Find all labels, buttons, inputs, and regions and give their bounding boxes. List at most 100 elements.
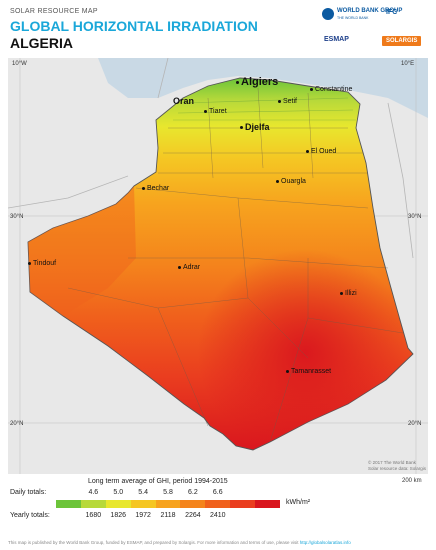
city-ouargla: Ouargla [276,178,306,185]
graticule [8,58,428,474]
credit-line-2: Solar resource data: Solargis [368,466,427,471]
esmap-logo: ESMAP [324,36,349,43]
city-tiaret: Tiaret [204,108,227,115]
legend-swatch [255,500,281,508]
city-marker-icon [310,87,313,91]
city-label: Ouargla [281,178,306,185]
city-tindouf: Tindouf [28,260,56,267]
legend-swatch [105,500,132,508]
legend-yearly-value: 2118 [160,512,176,519]
city-tamanrasset: Tamanrasset [286,368,331,375]
world-bank-group-text: WORLD BANK GROUP [337,8,403,14]
legend: Long term average of GHI, period 1994-20… [8,478,428,538]
tick-lat30-right: 30°N [408,214,422,220]
city-marker-icon [306,149,309,153]
legend-yearly-value: 2264 [185,512,201,519]
map-area: 10°W 10°E 30°N 30°N 20°N 20°N Algiers Or… [8,58,428,474]
tick-lat30-left: 30°N [10,214,24,220]
city-label: Oran [173,96,195,106]
globe-icon [322,8,334,20]
legend-swatch [230,500,256,508]
city-marker-icon [278,99,281,103]
city-label: Tiaret [209,108,227,115]
ifc-text: IFC [386,9,398,16]
credit-line-1: © 2017 The World Bank [368,460,416,465]
sea [98,58,428,118]
city-label: El Oued [311,148,337,155]
legend-swatch [56,500,82,508]
legend-swatch [180,500,206,508]
legend-daily-value: 4.6 [88,489,99,496]
hot-zone [28,78,413,450]
footer: This map is published by the World Bank … [8,540,428,545]
map-kicker: SOLAR RESOURCE MAP [10,8,98,15]
city-constantine: Constantine [310,86,352,93]
relief [173,97,356,121]
map-svg [8,58,428,474]
city-oran: Oran [173,96,194,106]
city-label: Tamanrasset [291,368,332,375]
city-bechar: Bechar [142,185,169,192]
city-marker-icon [28,261,31,265]
city-algiers: Algiers [236,76,278,88]
world-bank-logo: WORLD BANK GROUP THE WORLD BANK [322,6,402,28]
city-el-oued: El Oued [306,148,336,155]
tick-lat20-left: 20°N [10,421,24,427]
footer-text: This map is published by the World Bank … [8,540,299,545]
province-borders [67,87,404,443]
city-label: Algiers [241,76,279,88]
city-marker-icon [142,186,145,190]
west-band [28,186,136,316]
legend-daily-value: 6.6 [212,489,223,496]
city-label: Illizi [345,290,357,297]
city-marker-icon [178,265,181,269]
legend-daily-value: 6.2 [188,489,198,496]
city-label: Setif [283,98,298,105]
legend-swatch [80,500,107,508]
scale-label: 200 km [402,478,422,484]
world-bank-sub-text: THE WORLD BANK [337,16,369,20]
tick-lon-left: 10°W [12,61,27,67]
ifc-logo: IFC [386,9,397,16]
map-credit: © 2017 The World Bank Solar resource dat… [368,460,426,472]
legend-yearly-value: 1680 [85,512,102,519]
legend-daily-value: 5.0 [113,489,124,496]
logo-area: WORLD BANK GROUP THE WORLD BANK IFC ESMA… [322,6,430,52]
city-adrar: Adrar [178,264,200,271]
legend-yearly-value: 1972 [135,512,151,519]
legend-caption: Long term average of GHI, period 1994-20… [88,478,228,485]
legend-swatch [130,500,157,508]
tick-lat20-right: 20°N [408,421,422,427]
legend-daily-value: 5.4 [138,489,148,496]
legend-unit: kWh/m² [286,499,311,506]
city-djelfa: Djelfa [240,122,270,132]
city-marker-icon [240,126,243,130]
city-label: Tindouf [33,260,57,267]
yearly-totals-label: Yearly totals: [10,512,50,519]
legend-swatch [205,500,231,508]
city-marker-icon [204,109,207,113]
neighbour-borders [8,58,414,259]
solargis-logo: SOLARGIS [382,36,422,46]
city-label: Constantine [315,86,353,93]
legend-color-bar [56,500,281,508]
city-marker-icon [276,179,279,183]
city-setif: Setif [278,98,297,105]
esmap-text: ESMAP [324,36,349,43]
city-marker-icon [340,291,343,295]
header: SOLAR RESOURCE MAP GLOBAL HORIZONTAL IRR… [0,0,436,56]
footer-link[interactable]: http://globalsolaratlas.info [299,540,351,545]
city-marker-icon [236,80,239,84]
map-title: GLOBAL HORIZONTAL IRRADIATION [10,18,258,34]
tick-lon-right: 10°E [401,61,415,67]
city-label: Bechar [147,185,170,192]
city-marker-icon [286,369,289,373]
city-label: Djelfa [245,122,270,132]
city-label: Adrar [183,264,201,271]
daily-totals-label: Daily totals: [10,489,47,496]
legend-swatch [155,500,181,508]
city-illizi: Illizi [340,290,357,297]
legend-daily-value: 5.8 [163,489,173,496]
country-name: ALGERIA [10,35,73,51]
legend-yearly-value: 1826 [110,512,127,519]
